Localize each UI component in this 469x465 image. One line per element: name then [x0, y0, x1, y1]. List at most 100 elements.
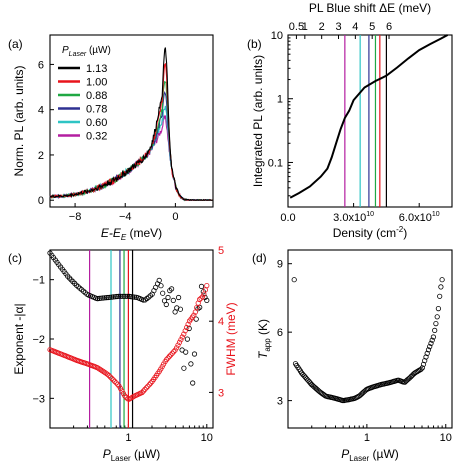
panel-d-ytick-label: 6	[277, 327, 283, 339]
panel-d-xlabel: PLaser (µW)	[341, 447, 399, 463]
panel-d-point	[437, 293, 443, 299]
panel-b-xtick-label: 0.0	[280, 212, 295, 224]
panel-c-exponent-point	[100, 295, 106, 301]
panel-a-ytick-label: 4	[38, 105, 44, 117]
panel-a-spectrum	[49, 80, 213, 202]
panel-c-xlabel: PLaser (µW)	[103, 447, 161, 463]
panel-d-point	[423, 354, 429, 360]
panel-c-exponent-point	[183, 349, 189, 355]
panel-b-frame	[287, 34, 453, 208]
panel-a-spectrum	[49, 62, 213, 202]
panel-a-label: (a)	[8, 37, 23, 51]
panel-b-curve	[289, 34, 449, 199]
panel-c-exponent-point	[177, 306, 183, 312]
panel-c-exponent-point	[121, 293, 127, 299]
panel-c-fwhm-point	[166, 353, 172, 359]
panel-c-ytick-right-label: 4	[218, 316, 224, 328]
panel-c-fwhm-point	[169, 350, 175, 356]
panel-d-point	[419, 365, 425, 371]
panel-c-exponent-point	[169, 286, 175, 292]
panel-c-exponent-point	[107, 294, 113, 300]
panel-c-exponent-point	[95, 295, 101, 302]
panel-a-xtick-label: 0	[172, 211, 178, 223]
panel-c-exponent-point	[116, 293, 122, 299]
panel-d-point	[430, 334, 436, 340]
panel-c-exponent-point	[198, 283, 205, 289]
panel-c-ytick-right-label: 5	[218, 245, 224, 257]
panel-b-xtick-label: 6.0x1010	[399, 211, 440, 224]
panel-c-ylabel-left: Exponent -|α|	[12, 303, 26, 374]
panel-a-legend-entry: 1.00	[86, 77, 107, 89]
panel-c-exponent-point	[109, 294, 115, 300]
panel-c-exponent-point	[75, 284, 81, 290]
panel-d-point	[420, 361, 427, 367]
panel-c-exponent-point	[128, 293, 134, 300]
panel-b-xtick-label: 3.0x1010	[333, 211, 374, 224]
panel-b-label: (b)	[247, 37, 262, 51]
panel-c-fwhm-point	[174, 345, 180, 351]
panel-c-ytick-right-label: 3	[218, 387, 224, 399]
panel-c-fwhm-point	[112, 378, 118, 384]
panel-a-legend-entry: 0.60	[86, 117, 107, 129]
panel-a-frame	[49, 34, 214, 208]
panel-c-exponent-point	[130, 294, 136, 300]
panel-c-exponent-point	[80, 288, 87, 294]
panel-b-top-tick-label: 6	[386, 21, 392, 33]
panel-d-frame	[287, 249, 453, 429]
panel-d-point	[425, 347, 432, 353]
panel-d-point	[429, 337, 435, 343]
panel-a-spectrum	[49, 47, 213, 201]
panel-b-ytick-label: 10	[271, 30, 283, 42]
panel-c-exponent-point	[188, 361, 194, 367]
panel-d-point	[438, 284, 444, 290]
panel-c-exponent-point	[112, 294, 118, 300]
panel-c-fwhm-point	[194, 304, 200, 311]
panel-c-fwhm-point	[146, 382, 152, 388]
panel-c-fwhm-point	[198, 295, 204, 301]
panel-c-fwhm-point	[145, 383, 151, 389]
panel-d-ytick-label: 3	[277, 396, 283, 408]
panel-c-fwhm-point	[178, 337, 184, 343]
panel-c-fwhm-point	[159, 363, 165, 370]
panel-c-fwhm-point	[179, 334, 185, 340]
panel-c-fwhm-point	[199, 294, 206, 300]
panel-c-exponent-point	[132, 294, 138, 300]
panel-d-point	[432, 327, 438, 333]
panel-a-spectrum	[49, 105, 213, 201]
panel-c-fwhm-point	[142, 386, 148, 392]
panel-b-top-tick-label: 0.5	[289, 21, 304, 33]
panel-a-ytick-label: 0	[38, 195, 44, 207]
panel-d-point	[433, 320, 439, 327]
panel-a-xtick-label: −8	[69, 211, 82, 223]
panel-c-exponent-point	[103, 294, 110, 301]
panel-a-ytick-label: 2	[38, 150, 44, 162]
panel-c-fwhm-point	[122, 393, 128, 399]
panel-c-exponent-point	[163, 301, 169, 308]
panel-b-top-tick-label: 5	[369, 21, 375, 33]
panel-c-fwhm-point	[165, 355, 171, 361]
panel-c-label: (c)	[8, 251, 22, 265]
panel-a-ylabel: Norm. PL (arb. units)	[12, 66, 26, 177]
panel-b-top-tick-label: 2	[319, 21, 325, 33]
panel-d-xtick-label: 1	[364, 432, 370, 444]
panel-c-exponent-point	[126, 293, 132, 299]
panel-a-xtick-label: −4	[119, 211, 132, 223]
panel-c-fwhm-point	[184, 324, 190, 331]
panel-d-point	[418, 366, 424, 372]
panel-b-top-tick-label: 1	[302, 21, 308, 33]
panel-c-xtick-label: 10	[201, 432, 213, 444]
panel-c-fwhm-point	[171, 349, 177, 355]
panel-c-fwhm-point	[182, 328, 188, 334]
panel-c-fwhm-point	[185, 321, 191, 327]
panel-c-ytick-left-label: −2	[32, 334, 45, 346]
panel-b-ylabel: Integrated PL (arb. units)	[251, 55, 265, 187]
panel-c-exponent-point	[191, 351, 198, 357]
panel-b-ytick-label: 0.1	[268, 157, 283, 169]
panel-c-exponent-point	[114, 293, 120, 300]
panel-c-fwhm-point	[191, 312, 197, 318]
panel-c-fwhm-point	[107, 374, 114, 380]
panel-c-fwhm-point	[140, 388, 147, 394]
panel-b-xlabel: Density (cm-2)	[333, 225, 407, 240]
panel-c-fwhm-point	[139, 389, 145, 396]
